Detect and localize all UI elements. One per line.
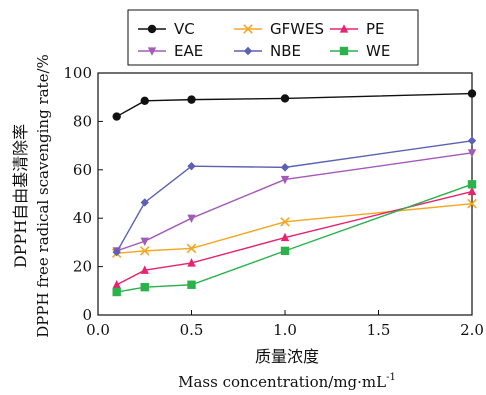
legend-item-vc: VC xyxy=(138,20,195,38)
legend-marker-nbe xyxy=(243,46,253,56)
data-point-eae xyxy=(187,214,196,223)
data-point-gfwes xyxy=(186,243,197,254)
data-point-eae xyxy=(280,175,290,185)
series-line-we xyxy=(116,183,473,293)
axes: 0 20 40 60 80 100 0.0 0.5 1.0 1.5 2.0 xyxy=(63,64,484,339)
series-nbe xyxy=(112,136,477,257)
data-point-pe xyxy=(112,279,121,289)
x-tick-label: 0.5 xyxy=(180,321,204,339)
y-tick-label: 40 xyxy=(73,209,92,227)
data-point-vc xyxy=(280,94,290,103)
y-tick-label: 20 xyxy=(73,258,92,276)
legend-marker-pe xyxy=(339,24,349,33)
data-point-we xyxy=(280,246,290,256)
data-point-gfwes xyxy=(467,198,477,209)
legend-marker-eae xyxy=(147,47,157,56)
data-point-pe xyxy=(467,186,477,196)
y-axis-title-cn: DPPH自由基清除率 xyxy=(11,124,30,268)
legend-label: NBE xyxy=(270,42,301,60)
data-point-we xyxy=(112,287,121,297)
data-point-gfwes xyxy=(139,246,150,256)
x-tick-label: 0.0 xyxy=(86,321,110,339)
x-tick-label: 2.0 xyxy=(460,321,484,339)
data-point-nbe xyxy=(467,136,477,145)
legend-marker-gfwes xyxy=(243,24,253,34)
data-point-nbe xyxy=(140,198,149,207)
series-vc xyxy=(112,89,477,121)
data-point-we xyxy=(187,280,196,289)
series-pe xyxy=(112,186,477,289)
legend-marker-vc xyxy=(147,24,157,34)
legend-item-gfwes: GFWES xyxy=(234,20,324,38)
legend-label: PE xyxy=(366,20,385,38)
data-point-we xyxy=(140,282,149,292)
x-tick-label: 1.5 xyxy=(367,321,391,339)
legend-box xyxy=(127,9,419,66)
y-tick-label: 100 xyxy=(63,64,92,82)
y-axis-title-en: DPPH free radical scavenging rate/% xyxy=(34,54,52,338)
data-point-vc xyxy=(467,89,477,98)
legend-label: GFWES xyxy=(270,20,324,38)
data-point-nbe xyxy=(280,163,290,172)
legend-label: EAE xyxy=(174,42,203,60)
legend-item-eae: EAE xyxy=(138,42,203,60)
series-gfwes xyxy=(111,198,477,259)
series-layer xyxy=(111,89,477,297)
data-point-eae xyxy=(467,149,477,158)
legend-label: WE xyxy=(366,42,390,60)
data-point-eae xyxy=(140,237,149,246)
data-point-we xyxy=(467,180,477,189)
data-point-pe xyxy=(140,265,149,274)
plot-frame xyxy=(97,72,473,316)
legend-label: VC xyxy=(174,20,195,38)
data-point-nbe xyxy=(187,161,196,171)
data-point-pe xyxy=(187,258,196,267)
data-point-nbe xyxy=(112,247,121,257)
series-line-vc xyxy=(116,92,473,118)
y-tick-label: 80 xyxy=(73,112,92,130)
series-line-eae xyxy=(116,152,473,252)
x-axis-title-en-sup: -1 xyxy=(386,372,396,383)
series-we xyxy=(112,180,477,297)
legend-item-pe: PE xyxy=(330,20,385,38)
legend-marker-we xyxy=(339,46,349,56)
x-tick-label: 1.0 xyxy=(273,321,297,339)
x-axis-title-en-main: Mass concentration/mg·mL xyxy=(178,373,386,391)
y-tick-label: 0 xyxy=(82,306,92,324)
data-point-gfwes xyxy=(280,217,290,227)
data-point-vc xyxy=(140,96,149,106)
legend-item-we: WE xyxy=(330,42,390,60)
x-axis-title-en: Mass concentration/mg·mL-1 xyxy=(178,372,396,391)
legend-item-nbe: NBE xyxy=(234,42,301,60)
x-axis-title-cn: 质量浓度 xyxy=(255,347,319,366)
data-point-vc xyxy=(187,95,196,104)
data-point-pe xyxy=(280,232,290,242)
series-line-pe xyxy=(116,190,473,286)
legend: VC GFWES PE EAE NBE WE xyxy=(138,20,390,60)
data-point-vc xyxy=(112,112,121,121)
y-tick-label: 60 xyxy=(73,161,92,179)
